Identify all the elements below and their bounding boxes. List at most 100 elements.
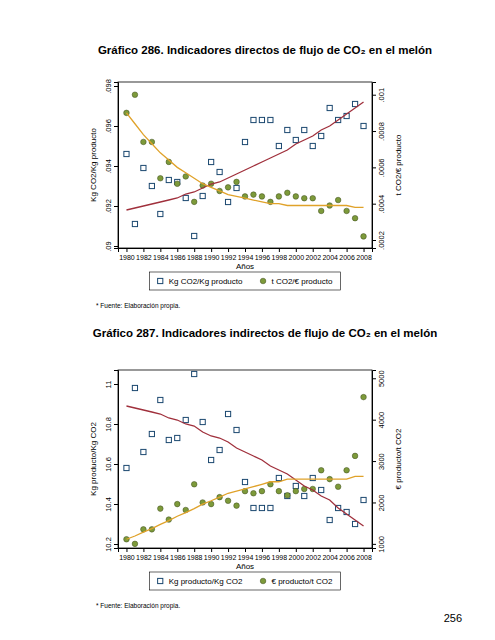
plot-frame	[118, 82, 372, 248]
y-tick-label: .094	[104, 159, 113, 174]
x-tick-label: 2004	[322, 554, 338, 561]
x-tick: 2004	[322, 248, 338, 261]
point	[301, 195, 307, 201]
point	[200, 193, 205, 198]
x-tick: 1998	[272, 548, 288, 561]
y2-tick: 4000	[372, 412, 386, 429]
point	[192, 371, 197, 376]
y-tick-mark	[114, 464, 118, 465]
point	[285, 493, 290, 498]
x-tick-label: 1996	[255, 254, 271, 261]
point	[242, 139, 247, 144]
x-tick-label: 1996	[255, 554, 271, 561]
x-tick-mark	[160, 548, 161, 552]
point	[175, 435, 180, 440]
point	[217, 447, 222, 452]
point	[285, 492, 291, 498]
point	[276, 488, 282, 494]
point	[319, 133, 324, 138]
point	[174, 501, 180, 507]
point	[285, 190, 291, 196]
point	[183, 417, 188, 422]
x-tick-mark	[143, 248, 144, 252]
x-tick-mark	[364, 548, 365, 552]
y-tick: .09	[104, 241, 118, 251]
point	[327, 517, 332, 522]
point	[141, 139, 147, 145]
y2-axis-line	[373, 83, 377, 249]
point	[319, 487, 324, 492]
x-tick-label: 2000	[289, 254, 305, 261]
point	[132, 385, 137, 390]
x-tick-label: 2006	[339, 254, 355, 261]
y2-tick-label: 2000	[377, 495, 386, 512]
y-tick-label: 10.4	[104, 497, 113, 512]
x-tick-label: 2004	[322, 254, 338, 261]
x-tick: 1988	[187, 548, 203, 561]
chart-title: Gráfico 286. Indicadores directos de flu…	[98, 44, 432, 56]
x-tick-mark	[126, 248, 127, 252]
x-tick: 1986	[170, 248, 186, 261]
x-tick-mark	[330, 548, 331, 552]
y-tick-label: 10.2	[104, 537, 113, 552]
point	[191, 199, 197, 205]
point	[141, 165, 146, 170]
y2-tick-mark	[372, 240, 376, 241]
x-tick: 1982	[136, 248, 152, 261]
y-tick: .098	[104, 79, 118, 94]
legend-marker	[158, 578, 163, 583]
x-tick: 1980	[119, 548, 135, 561]
y2-tick-mark	[372, 167, 376, 168]
point	[166, 437, 171, 442]
y2-tick: .0004	[372, 195, 386, 214]
y2-tick-mark	[372, 204, 376, 205]
y-axis-line	[114, 83, 119, 249]
point	[302, 493, 307, 498]
page: Gráfico 286. Indicadores directos de flu…	[0, 0, 495, 640]
x-tick: 1990	[204, 548, 220, 561]
x-tick: 2002	[305, 248, 321, 261]
y2-tick-mark	[372, 544, 376, 545]
x-tick-label: 1984	[153, 254, 169, 261]
point	[200, 419, 205, 424]
point	[344, 467, 350, 473]
x-tick: 1984	[153, 248, 169, 261]
point	[268, 505, 273, 510]
x-tick-mark	[160, 248, 161, 252]
x-tick-label: 1998	[272, 554, 288, 561]
x-tick-mark	[313, 548, 314, 552]
x-tick: 1982	[136, 548, 152, 561]
legend: Kg producto/Kg CO2€ producto/t CO2	[150, 572, 341, 590]
x-tick-mark	[262, 548, 263, 552]
y2-tick: .0002	[372, 231, 386, 250]
y2-axis-title: t CO2/€ producto	[394, 134, 403, 195]
x-tick-mark	[262, 248, 263, 252]
x-tick: 1996	[255, 248, 271, 261]
legend-label: Kg CO2/Kg producto	[169, 277, 243, 286]
y-tick: .096	[104, 119, 118, 134]
x-tick-label: 1984	[153, 554, 169, 561]
x-tick: 2006	[339, 548, 355, 561]
point	[234, 185, 239, 190]
point	[124, 465, 129, 470]
point	[132, 92, 138, 98]
y-tick: 10.8	[104, 417, 118, 432]
point	[124, 151, 129, 156]
point	[352, 215, 358, 221]
x-tick: 1990	[204, 248, 220, 261]
point	[293, 483, 298, 488]
x-tick-mark	[347, 248, 348, 252]
x-tick-label: 2002	[305, 554, 321, 561]
legend: Kg CO2/Kg productot CO2/€ producto	[150, 272, 341, 290]
y2-tick: 3000	[372, 453, 386, 470]
x-tick: 2008	[356, 548, 372, 561]
y2-tick-mark	[372, 461, 376, 462]
y2-tick: 1000	[372, 536, 386, 553]
point	[318, 208, 324, 214]
point	[234, 503, 240, 509]
y-tick-mark	[114, 206, 118, 207]
y2-tick-mark	[372, 131, 376, 132]
x-tick-label: 1992	[221, 554, 237, 561]
x-tick-mark	[194, 248, 195, 252]
y-tick: .092	[104, 199, 118, 214]
